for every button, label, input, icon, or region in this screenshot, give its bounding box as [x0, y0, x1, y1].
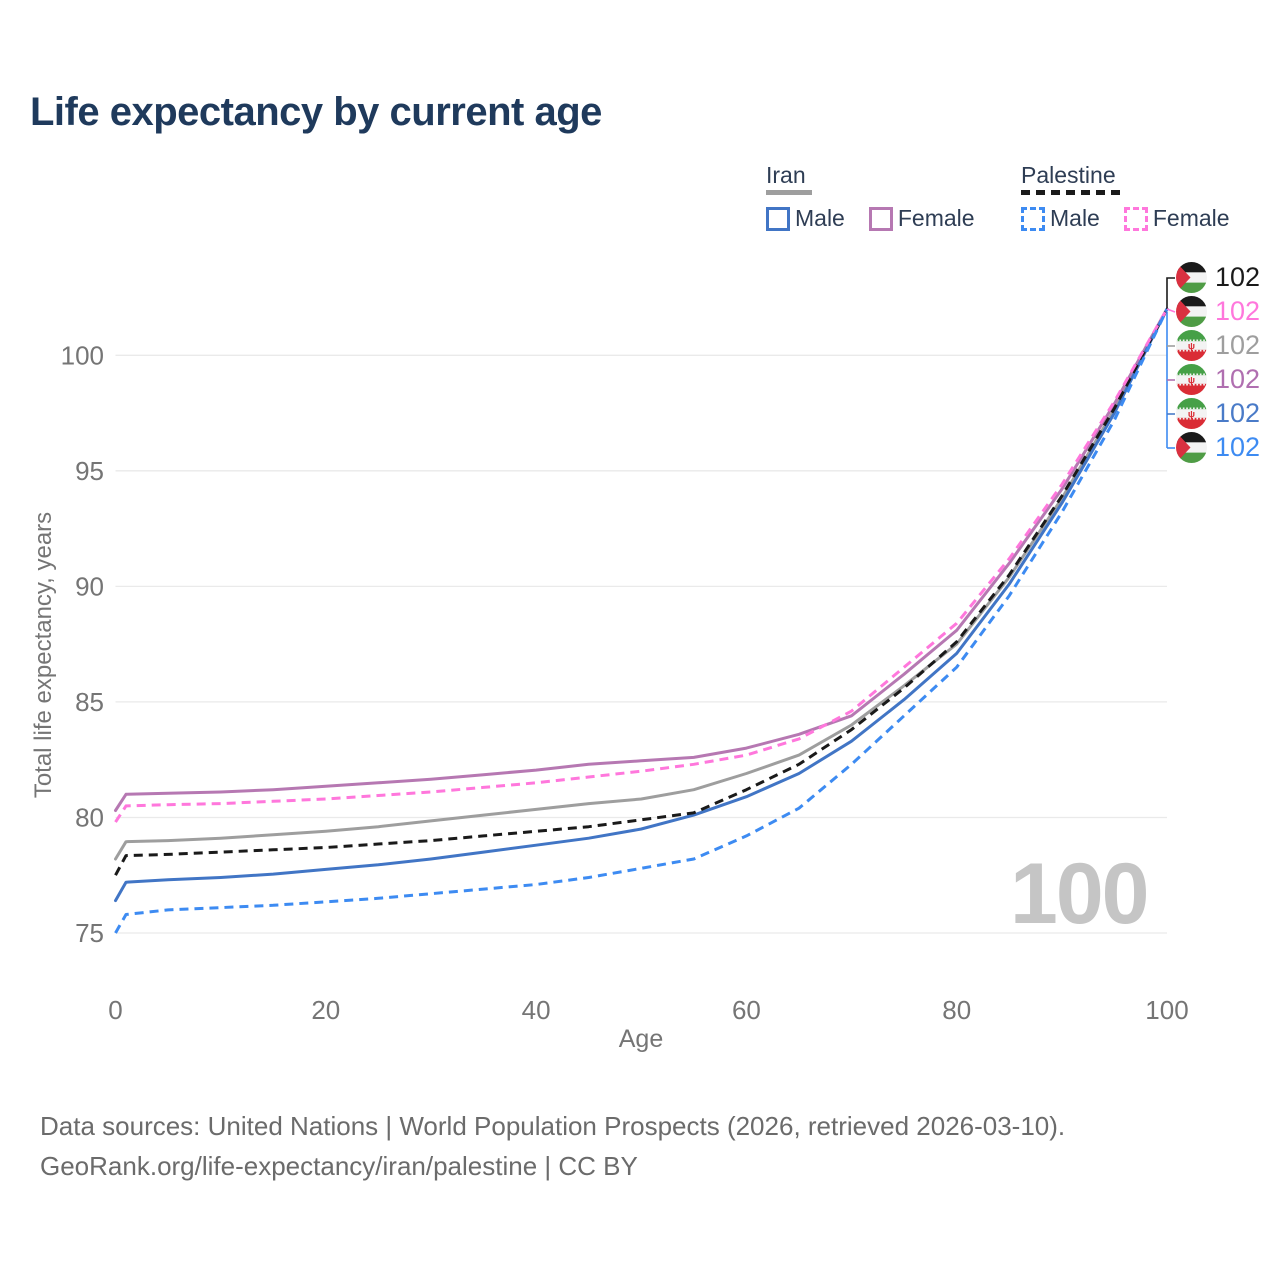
- y-tick-label: 85: [75, 687, 104, 717]
- x-tick-label: 0: [108, 995, 122, 1025]
- age-counter-watermark: 100: [1010, 846, 1149, 942]
- end-label-row: ψ 102: [1176, 397, 1261, 429]
- palestine-male-swatch: [1021, 206, 1045, 231]
- svg-text:ψ: ψ: [1188, 341, 1195, 352]
- y-tick-label: 95: [75, 456, 104, 486]
- series-line-palestine-male: [114, 308, 1169, 934]
- iran-male-label: Male: [795, 205, 845, 231]
- end-value: 102: [1215, 296, 1261, 326]
- legend-iran-items: Male Female: [766, 205, 975, 232]
- iran-flag-icon: ψ: [1176, 397, 1207, 429]
- series-line-palestine-female: [114, 308, 1169, 823]
- legend-iran-header[interactable]: Iran: [766, 163, 975, 195]
- end-label-row: ψ 102: [1176, 363, 1261, 395]
- palestine-male-label: Male: [1050, 205, 1100, 231]
- legend-palestine-items: Male Female: [1021, 205, 1230, 232]
- x-tick-label: 20: [311, 995, 340, 1025]
- legend-item-palestine-female[interactable]: Female: [1123, 205, 1230, 232]
- y-tick-label: 100: [61, 340, 104, 370]
- end-label-row: ψ 102: [1176, 329, 1261, 361]
- end-label-row: 102: [1176, 431, 1261, 463]
- series-line-palestine: [114, 308, 1169, 876]
- end-value: 102: [1215, 262, 1261, 292]
- end-value: 102: [1215, 398, 1261, 428]
- end-label-row: 102: [1176, 261, 1261, 293]
- end-value: 102: [1215, 364, 1261, 394]
- palestine-flag-icon: [1176, 295, 1207, 327]
- end-value: 102: [1215, 432, 1261, 462]
- x-tick-label: 60: [732, 995, 761, 1025]
- leader-line: [1166, 277, 1175, 309]
- legend-palestine-header[interactable]: Palestine: [1021, 163, 1230, 195]
- iran-flag-icon: ψ: [1176, 329, 1207, 361]
- end-value: 102: [1215, 330, 1261, 360]
- y-tick-label: 80: [75, 803, 104, 833]
- x-axis-title: Age: [618, 1025, 664, 1053]
- iran-female-swatch: [868, 206, 893, 231]
- iran-female-label: Female: [897, 205, 975, 231]
- legend-group-iran: Iran Male Female: [766, 163, 975, 232]
- y-tick-label: 75: [75, 918, 104, 948]
- page-title: Life expectancy by current age: [30, 90, 602, 134]
- palestine-female-swatch: [1123, 206, 1148, 231]
- legend-item-iran-male[interactable]: Male: [766, 205, 845, 232]
- series-end-labels: 102 102 ψ 102 ψ 102 ψ 102 102: [1176, 261, 1261, 466]
- legend-palestine-label: Palestine: [1021, 162, 1116, 188]
- license-line: GeoRank.org/life-expectancy/iran/palesti…: [40, 1151, 638, 1181]
- svg-text:ψ: ψ: [1188, 409, 1195, 420]
- legend-iran-label: Iran: [766, 162, 806, 188]
- x-tick-label: 40: [522, 995, 551, 1025]
- legend-group-palestine: Palestine Male Female: [1021, 163, 1230, 232]
- end-label-row: 102: [1176, 295, 1261, 327]
- palestine-female-label: Female: [1152, 205, 1230, 231]
- x-tick-label: 80: [942, 995, 971, 1025]
- palestine-flag-icon: [1176, 431, 1207, 463]
- y-axis-title: Total life expectancy, years: [30, 511, 57, 799]
- attribution: Data sources: United Nations | World Pop…: [40, 1106, 1065, 1186]
- x-tick-label: 100: [1145, 995, 1188, 1025]
- iran-solid-line-swatch: [766, 190, 812, 195]
- y-tick-label: 90: [75, 571, 104, 601]
- legend-item-iran-female[interactable]: Female: [868, 205, 975, 232]
- svg-text:ψ: ψ: [1188, 375, 1195, 386]
- series-line-iran-female: [114, 307, 1169, 812]
- palestine-flag-icon: [1176, 261, 1207, 293]
- palestine-dashed-line-swatch: [1021, 190, 1125, 195]
- legend-item-palestine-male[interactable]: Male: [1021, 205, 1100, 232]
- data-sources-line: Data sources: United Nations | World Pop…: [40, 1111, 1066, 1141]
- series-line-iran-male: [114, 307, 1169, 903]
- iran-flag-icon: ψ: [1176, 363, 1207, 395]
- leader-line: [1166, 308, 1176, 313]
- iran-male-swatch: [766, 206, 790, 231]
